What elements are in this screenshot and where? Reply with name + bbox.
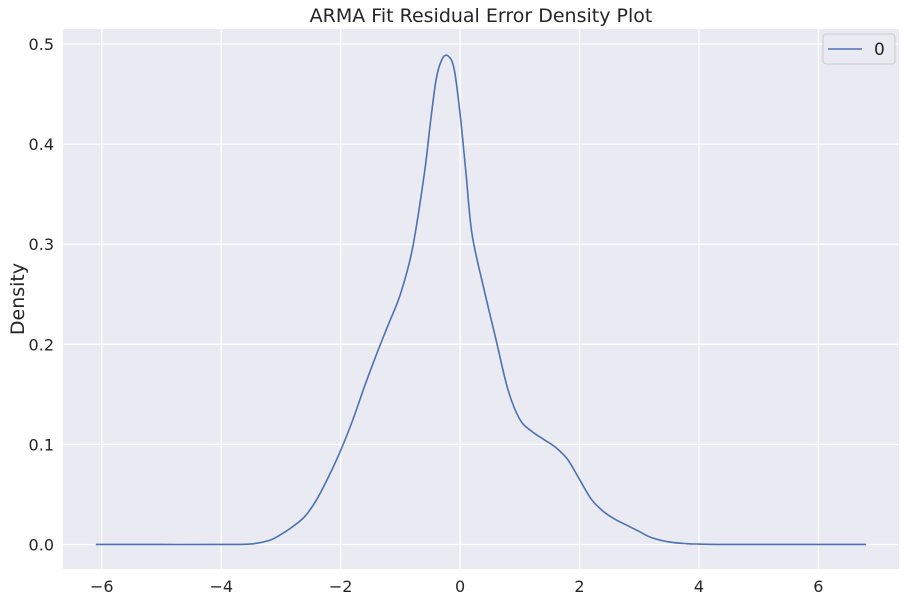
y-axis-label: Density: [7, 263, 29, 335]
legend-label: 0: [874, 40, 885, 60]
grid: [63, 29, 899, 569]
x-axis-ticks: −6 −4 −2 0 2 4 6: [90, 577, 823, 596]
x-tick-label: −2: [329, 577, 353, 596]
x-tick-label: 0: [455, 577, 465, 596]
y-tick-label: 0.0: [29, 535, 54, 554]
x-tick-label: 2: [574, 577, 584, 596]
y-tick-label: 0.4: [29, 135, 54, 154]
x-tick-label: 6: [813, 577, 823, 596]
density-line-series-0: [95, 54, 867, 546]
y-tick-label: 0.5: [29, 35, 54, 54]
legend: 0: [822, 33, 896, 65]
y-tick-label: 0.2: [29, 335, 54, 354]
x-tick-label: −4: [209, 577, 233, 596]
y-tick-label: 0.1: [29, 435, 54, 454]
x-tick-label: −6: [90, 577, 114, 596]
chart-title: ARMA Fit Residual Error Density Plot: [310, 5, 653, 27]
y-axis-ticks: 0.0 0.1 0.2 0.3 0.4 0.5: [29, 35, 54, 554]
series-layer: [95, 54, 867, 546]
x-tick-label: 4: [694, 577, 704, 596]
plot-area: [63, 29, 899, 569]
y-tick-label: 0.3: [29, 235, 54, 254]
